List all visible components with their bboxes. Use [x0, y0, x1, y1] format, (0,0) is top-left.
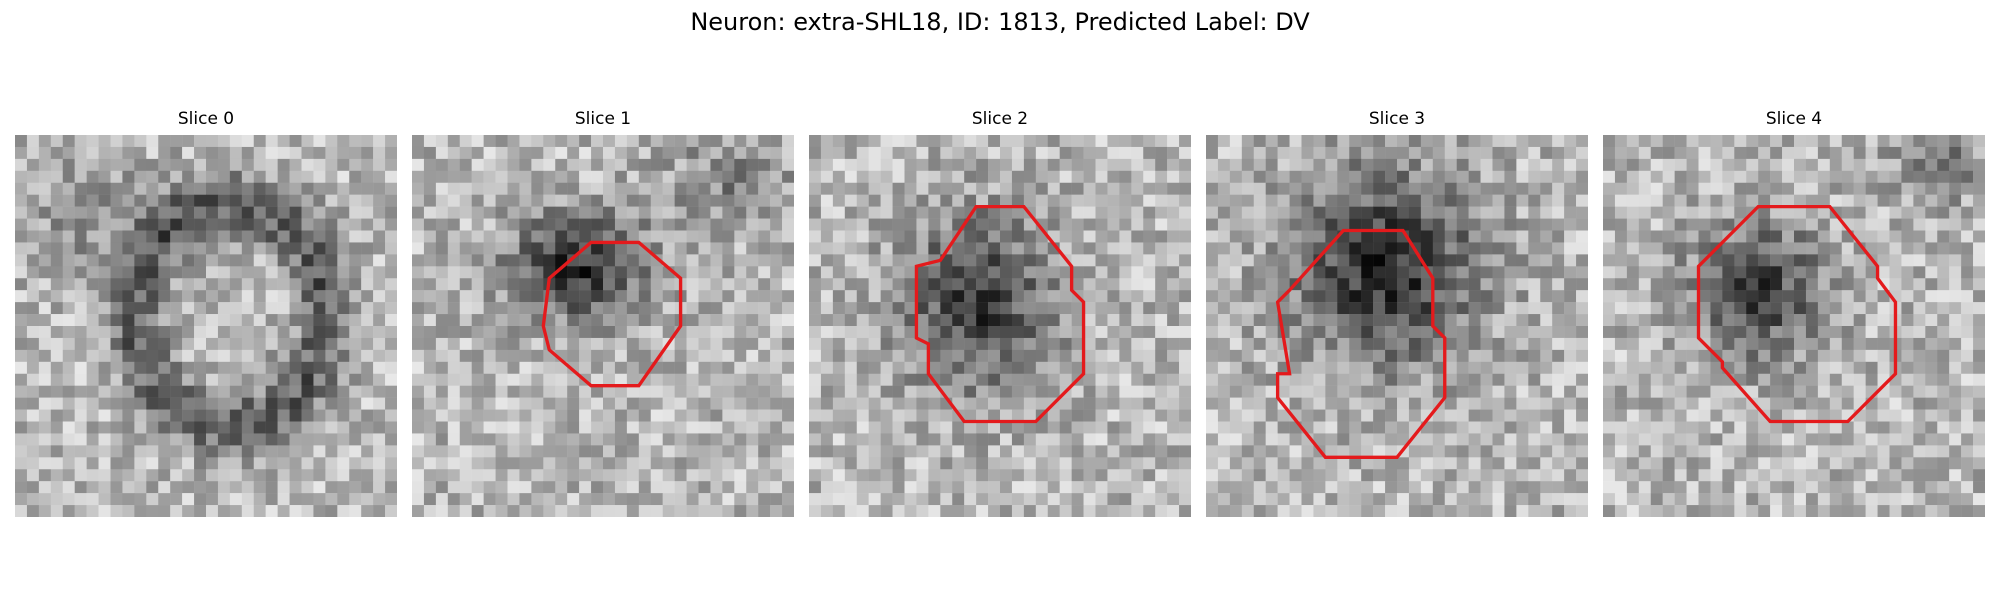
slice-1-image	[412, 135, 794, 517]
slice-1-title: Slice 1	[574, 109, 632, 129]
slice-3-title: Slice 3	[1368, 109, 1426, 129]
slice-4-panel	[1603, 135, 1985, 517]
slice-4-title: Slice 4	[1765, 109, 1823, 129]
slice-0-image	[15, 135, 397, 517]
slice-2-panel	[809, 135, 1191, 517]
slice-3-panel	[1206, 135, 1588, 517]
slice-2-contour	[914, 204, 1086, 424]
slice-0-title: Slice 0	[177, 109, 235, 129]
slice-1-panel	[412, 135, 794, 517]
slice-3-image	[1206, 135, 1588, 517]
slice-4-image	[1603, 135, 1985, 517]
slice-3-contour	[1275, 228, 1447, 459]
slice-2-image	[809, 135, 1191, 517]
slice-0-panel	[15, 135, 397, 517]
slice-2-title: Slice 2	[971, 109, 1029, 129]
slice-4-contour	[1696, 204, 1898, 424]
slice-1-contour	[541, 240, 683, 388]
figure-title: Neuron: extra-SHL18, ID: 1813, Predicted…	[690, 8, 1310, 36]
